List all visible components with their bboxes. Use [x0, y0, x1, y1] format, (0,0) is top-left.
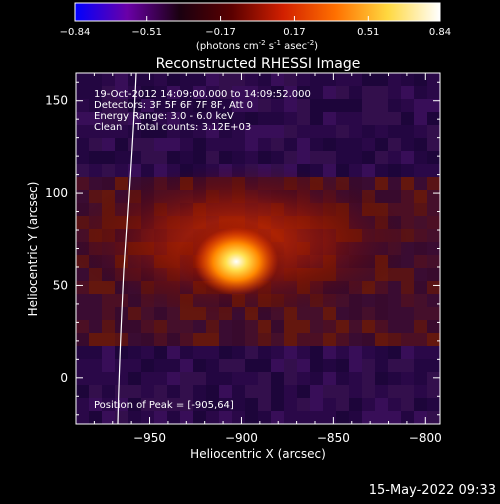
x-tick-label: −950 [133, 431, 166, 445]
colorbar [74, 2, 441, 22]
annotation-energy-range: Energy Range: 3.0 - 6.0 keV [94, 111, 234, 122]
solar-limb [117, 73, 137, 424]
annotation-peak-position: Position of Peak = [-905,64] [94, 400, 234, 411]
peak-source [194, 227, 279, 296]
render-timestamp: 15-May-2022 09:33 [369, 483, 496, 498]
annotation-time-range: 19-Oct-2012 14:09:00.000 to 14:09:52.000 [94, 89, 311, 100]
colorbar-tick-label: 0.84 [429, 27, 451, 38]
annotation-clean-counts: Clean Total counts: 3.12E+03 [94, 122, 251, 133]
colorbar-tick-label: 0.51 [357, 27, 379, 38]
heatmap-image [76, 73, 440, 424]
annotation-detectors: Detectors: 3F 5F 6F 7F 8F, Att 0 [94, 100, 253, 111]
colorbar-tick-label: −0.17 [205, 27, 236, 38]
y-tick-label: 50 [53, 278, 68, 292]
y-tick-label: 150 [45, 94, 68, 108]
colorbar-units-label: (photons cm-2 s-1 asec-2) [196, 39, 318, 52]
y-axis-label: Heliocentric Y (arcsec) [26, 182, 40, 317]
colorbar-tick-label: −0.84 [60, 27, 91, 38]
x-axis-label: Heliocentric X (arcsec) [190, 447, 326, 461]
x-tick-label: −900 [225, 431, 258, 445]
y-tick-label: 0 [60, 371, 68, 385]
colorbar-ticks: −0.84 −0.51 −0.17 0.17 0.51 0.84 [60, 16, 451, 38]
colorbar-tick-label: 0.17 [283, 27, 305, 38]
chart-title: Reconstructed RHESSI Image [156, 56, 361, 72]
y-tick-label: 100 [45, 186, 68, 200]
colorbar-tick-label: −0.51 [131, 27, 162, 38]
x-tick-label: −800 [409, 431, 442, 445]
x-tick-label: −850 [317, 431, 350, 445]
